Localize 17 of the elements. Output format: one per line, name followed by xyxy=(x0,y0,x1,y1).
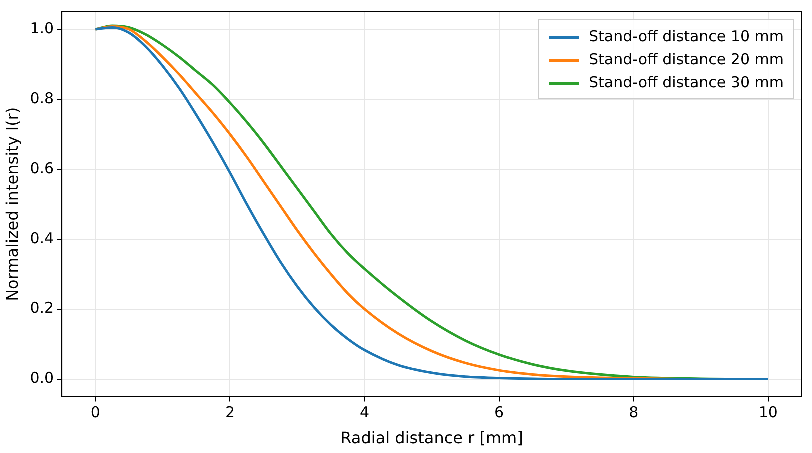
legend-label: Stand-off distance 10 mm xyxy=(589,27,784,46)
x-tick-label: 2 xyxy=(225,404,235,422)
y-axis-title: Normalized intensity I(r) xyxy=(2,107,22,302)
y-tick-label: 0.2 xyxy=(30,299,54,318)
y-tick-label: 1.0 xyxy=(30,19,54,38)
x-tick-label: 6 xyxy=(494,404,504,422)
legend-label: Stand-off distance 30 mm xyxy=(589,73,784,92)
x-tick-label: 0 xyxy=(90,404,100,422)
y-tick-label: 0.0 xyxy=(30,369,54,388)
y-tick-label: 0.6 xyxy=(30,159,54,178)
legend-label: Stand-off distance 20 mm xyxy=(589,50,784,68)
x-axis-title: Radial distance r [mm] xyxy=(340,428,524,448)
x-tick-label: 4 xyxy=(360,404,370,422)
x-tick-label: 10 xyxy=(758,404,778,422)
y-tick-label: 0.8 xyxy=(30,89,54,108)
y-tick-label: 0.4 xyxy=(30,229,54,248)
x-tick-label: 8 xyxy=(629,404,639,422)
